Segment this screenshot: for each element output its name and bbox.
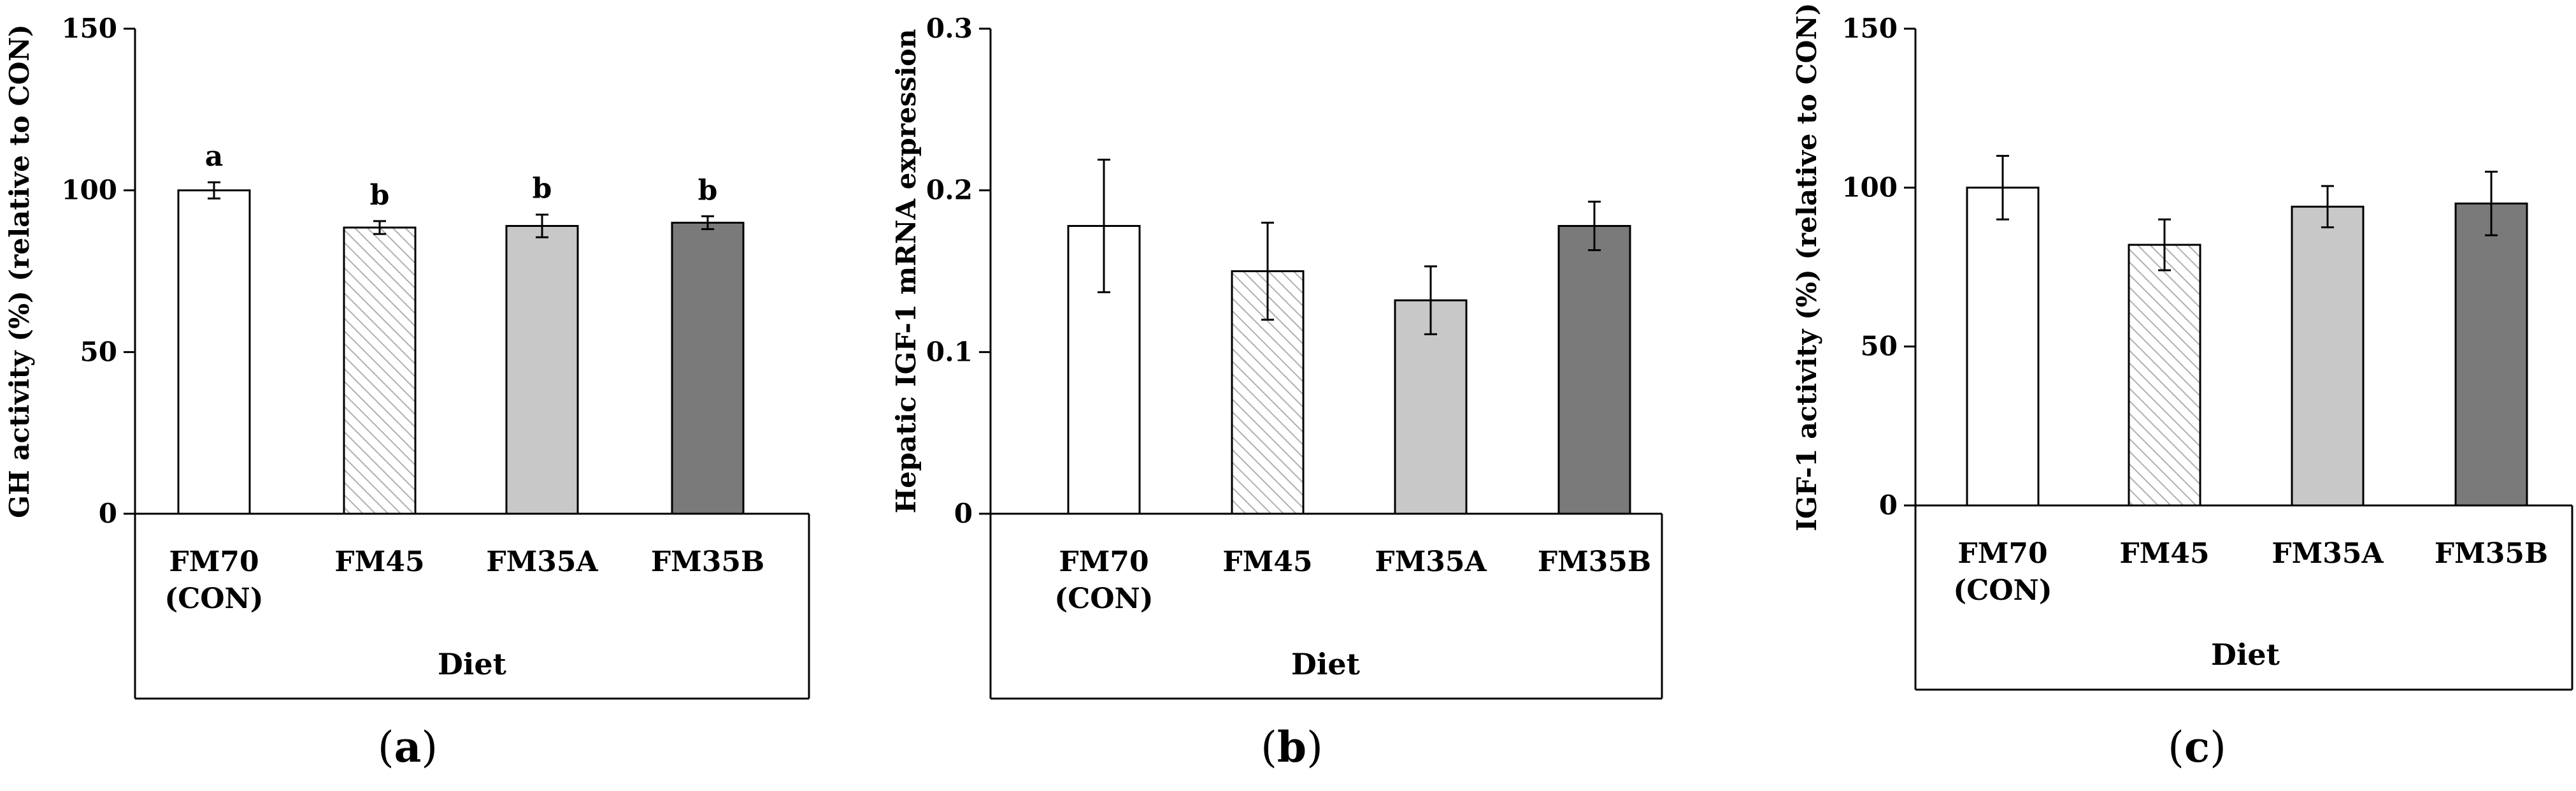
category-label: FM45 — [2119, 537, 2209, 570]
significance-letter: b — [370, 179, 390, 212]
x-axis-label: Diet — [438, 647, 507, 681]
panel-letter: c — [2184, 722, 2210, 772]
bar — [2291, 205, 2365, 507]
category-label: FM35B — [2435, 537, 2548, 570]
panel-label: (b) — [1261, 722, 1323, 772]
chart-panel-a: 0 50 100 150 GH activity (%) (relative to CO… — [4, 13, 810, 772]
y-axis-label: GH activity (%) (relative to CON) — [4, 24, 35, 518]
category-label: FM70 — [1059, 546, 1148, 578]
category-label: FM35B — [651, 546, 764, 578]
category-label: FM70 — [169, 546, 259, 578]
bar — [2454, 202, 2528, 507]
category-label: FM70 — [1957, 537, 2047, 570]
y-axis-label: Hepatic IGF-1 mRNA expression — [891, 29, 922, 514]
y-tick-label: 50 — [1861, 331, 1898, 362]
bar — [1557, 224, 1631, 515]
y-tick-label: 50 — [80, 336, 117, 367]
y-tick-label: 0 — [1879, 490, 1898, 521]
category-label: FM45 — [334, 546, 424, 578]
panel-label: (a) — [378, 722, 438, 772]
y-tick-label: 150 — [1842, 13, 1898, 44]
y-tick-label: 100 — [1842, 171, 1898, 203]
y-tick-label: 0.1 — [926, 336, 973, 367]
category-label: FM35A — [486, 546, 598, 578]
x-axis-label: Diet — [2211, 637, 2280, 672]
category-label: (CON) — [1953, 574, 2052, 607]
y-tick-label: 0 — [954, 498, 973, 529]
category-label: FM35A — [1375, 546, 1487, 578]
bar — [343, 226, 417, 515]
bar — [671, 221, 745, 515]
bar — [505, 224, 579, 515]
bar — [2128, 243, 2201, 507]
bar — [1966, 186, 2040, 507]
category-label: FM35A — [2272, 537, 2384, 570]
y-axis-label: IGF-1 activity (%) (relative to CON) — [1791, 3, 1822, 531]
chart-panel-c: 0 50 100 150 IGF-1 activity (%) (relative to… — [1791, 3, 2573, 772]
significance-letter: b — [698, 174, 718, 207]
category-label: FM45 — [1222, 546, 1312, 578]
panel-letter: b — [1277, 722, 1306, 772]
bar — [1394, 299, 1468, 515]
category-label: (CON) — [164, 583, 263, 615]
y-tick-label: 150 — [61, 13, 117, 44]
y-tick-label: 0.2 — [926, 175, 973, 206]
significance-letter: b — [533, 173, 552, 205]
y-tick-label: 0.3 — [926, 13, 973, 44]
panel-letter: a — [394, 722, 422, 772]
bar — [177, 189, 251, 515]
significance-letter: a — [205, 140, 224, 173]
x-axis-label: Diet — [1291, 647, 1361, 681]
category-label: FM35B — [1538, 546, 1651, 578]
y-tick-label: 0 — [99, 498, 117, 529]
panel-label: (c) — [2168, 722, 2226, 772]
y-tick-label: 100 — [61, 175, 117, 206]
category-label: (CON) — [1054, 583, 1153, 615]
